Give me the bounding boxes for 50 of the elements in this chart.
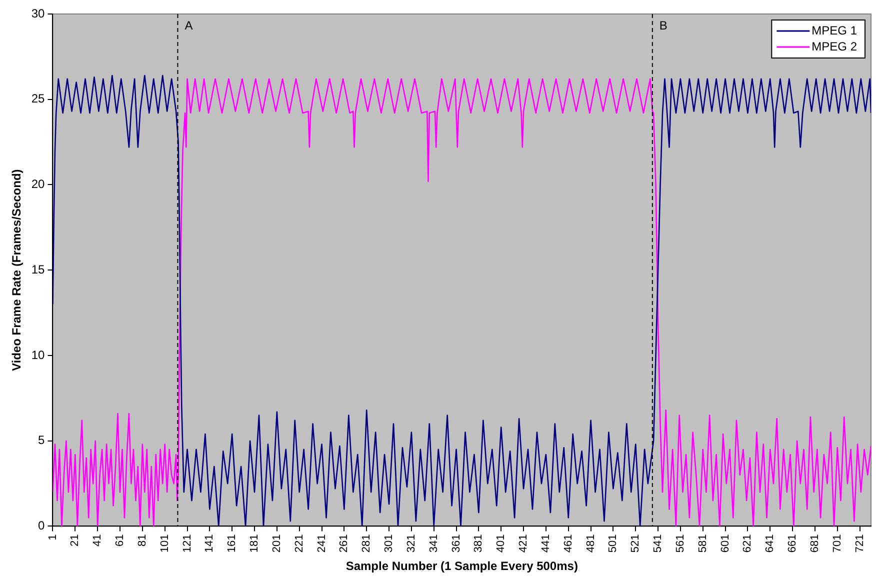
y-tick-label: 5 — [38, 433, 46, 448]
y-tick-label: 15 — [31, 262, 46, 276]
x-tick-label: 321 — [405, 534, 418, 553]
y-tick-label: 25 — [31, 92, 46, 106]
x-tick-label: 21 — [69, 534, 82, 546]
x-tick-label: 181 — [248, 534, 261, 553]
x-tick-label: 601 — [719, 534, 732, 553]
x-tick-label: 461 — [562, 534, 574, 553]
x-tick-label: 261 — [338, 534, 350, 553]
legend-label: MPEG 1 — [812, 23, 858, 38]
x-tick-label: 501 — [607, 534, 620, 553]
x-tick-label: 341 — [428, 534, 440, 553]
x-tick-label: 201 — [270, 534, 283, 553]
y-tick-label: 0 — [38, 518, 46, 533]
x-tick-label: 421 — [518, 534, 530, 553]
x-tick-label: 41 — [92, 534, 104, 546]
x-tick-label: 141 — [204, 534, 216, 553]
y-axis-title: Video Frame Rate (Frames/Second) — [10, 169, 24, 372]
x-tick-label: 541 — [652, 534, 664, 553]
x-tick-label: 1 — [46, 534, 59, 540]
x-tick-label: 481 — [584, 534, 597, 553]
x-tick-label: 641 — [764, 534, 776, 553]
ref-line-label: B — [659, 18, 668, 32]
x-tick-label: 121 — [181, 534, 194, 553]
y-tick-label: 30 — [31, 6, 46, 20]
x-tick-label: 281 — [360, 534, 373, 553]
x-tick-label: 681 — [808, 534, 821, 553]
x-tick-label: 581 — [696, 534, 709, 553]
x-tick-label: 241 — [316, 534, 328, 553]
x-tick-label: 521 — [630, 534, 642, 553]
x-tick-label: 701 — [831, 534, 844, 553]
legend-label: MPEG 2 — [812, 39, 858, 54]
x-tick-label: 621 — [742, 534, 754, 553]
x-tick-label: 221 — [293, 534, 306, 553]
x-tick-label: 401 — [495, 534, 508, 553]
x-tick-label: 101 — [158, 534, 171, 553]
x-tick-label: 61 — [114, 534, 126, 546]
y-tick-label: 20 — [31, 177, 46, 192]
x-tick-label: 381 — [472, 534, 485, 553]
y-tick-label: 10 — [31, 348, 46, 362]
x-tick-label: 561 — [674, 534, 686, 553]
x-tick-label: 81 — [136, 534, 148, 546]
ref-line-label: A — [184, 18, 193, 32]
x-tick-label: 301 — [383, 534, 396, 553]
x-tick-label: 661 — [786, 534, 799, 553]
x-tick-label: 441 — [540, 534, 552, 553]
x-axis-title: Sample Number (1 Sample Every 500ms) — [346, 559, 578, 574]
x-tick-label: 161 — [226, 534, 238, 553]
x-tick-label: 721 — [854, 534, 866, 553]
x-tick-label: 361 — [450, 534, 462, 553]
